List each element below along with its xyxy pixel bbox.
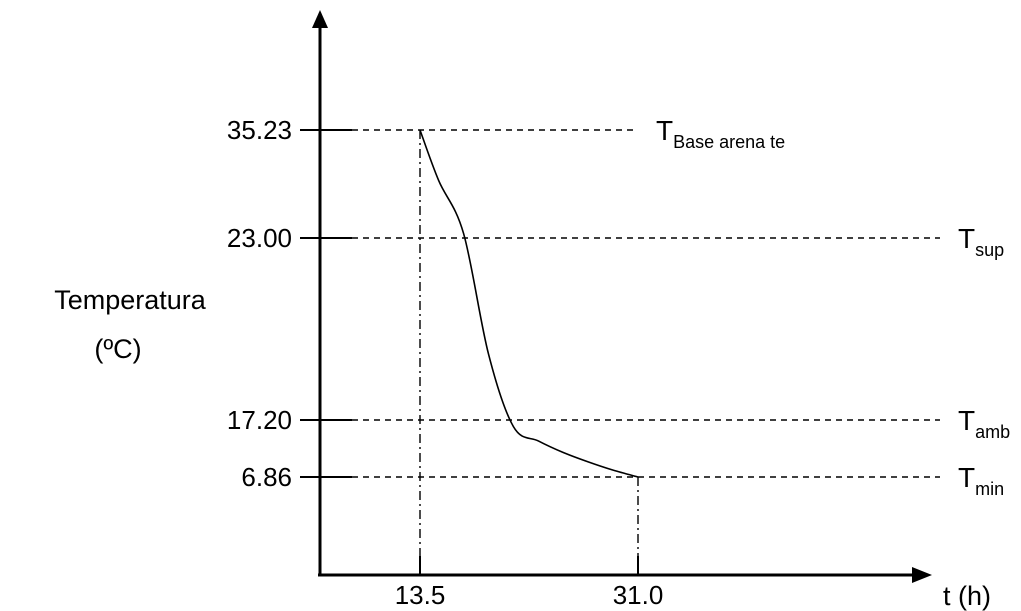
x-tick-label: 31.0	[613, 580, 664, 610]
series-label-symbol: T	[958, 223, 975, 254]
series-label-symbol: T	[656, 115, 673, 146]
series-label-min: Tmin	[958, 462, 1004, 499]
series-label-subscript: amb	[975, 422, 1010, 442]
x-ticks: 13.5 31.0	[395, 556, 664, 610]
series-label-symbol: T	[958, 462, 975, 493]
y-tick-label: 17.20	[227, 405, 292, 435]
series-label-subscript: sup	[975, 240, 1004, 260]
series-layer	[419, 129, 639, 478]
y-tick-label: 23.00	[227, 223, 292, 253]
series-label-amb: Tamb	[958, 405, 1010, 442]
y-axis-label-line1: Temperatura	[54, 285, 207, 315]
series-label-subscript: min	[975, 479, 1004, 499]
series-label-subscript: Base arena te	[673, 132, 785, 152]
x-axis-arrowhead	[912, 567, 932, 583]
drop-lines	[419, 130, 639, 556]
x-tick-label: 13.5	[395, 580, 446, 610]
y-tick-label: 35.23	[227, 115, 292, 145]
x-axis-label: t (h)	[943, 581, 991, 611]
y-tick-label: 6.86	[241, 462, 292, 492]
y-axis-arrowhead	[312, 10, 328, 28]
y-ticks: 35.23 23.00 17.20 6.86	[227, 115, 352, 492]
series-label-sup: Tsup	[958, 223, 1004, 260]
y-axis-label-line2: (ºC)	[94, 334, 141, 364]
temperature-curve	[419, 129, 639, 478]
series-label-base-arena-te: TBase arena te	[656, 115, 785, 152]
series-label-symbol: T	[958, 405, 975, 436]
